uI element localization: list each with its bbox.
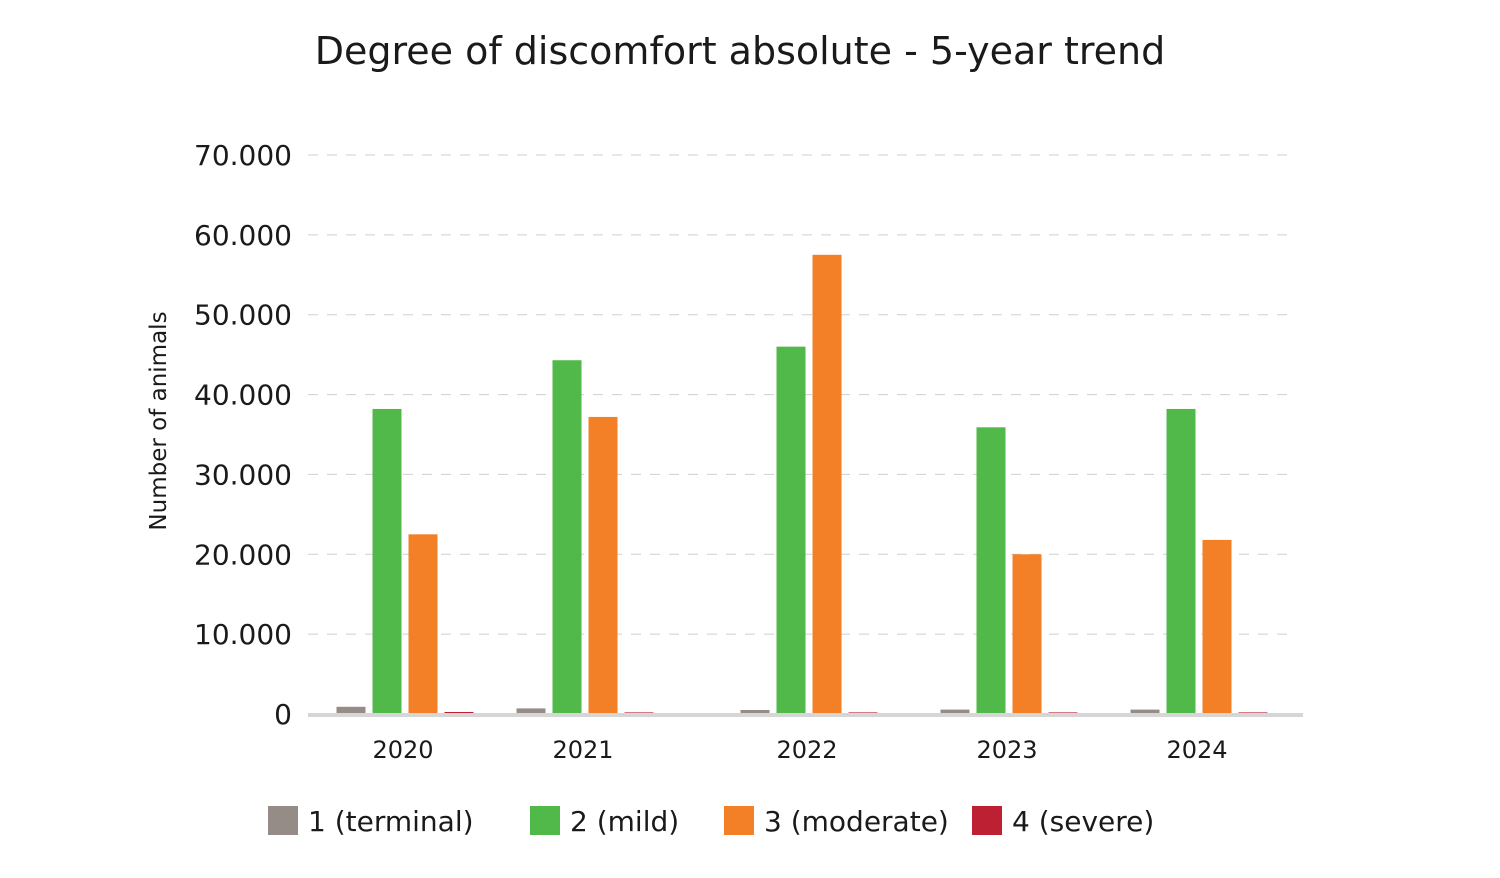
y-tick-label: 70.000 <box>194 139 292 172</box>
chart-title: Degree of discomfort absolute - 5-year t… <box>315 29 1166 73</box>
y-tick-label: 50.000 <box>194 299 292 332</box>
bar-2024-series-3 <box>1202 539 1232 714</box>
y-tick-label: 30.000 <box>194 458 292 491</box>
x-tick-label: 2021 <box>552 736 613 764</box>
bar-2024-series-2 <box>1166 408 1196 714</box>
bars <box>336 254 1268 715</box>
legend-label: 2 (mild) <box>570 805 679 838</box>
y-tick-label: 10.000 <box>194 618 292 651</box>
legend-swatch <box>724 806 754 835</box>
bar-2023-series-1 <box>940 709 970 714</box>
y-tick-label: 60.000 <box>194 219 292 252</box>
bar-2023-series-2 <box>976 427 1006 714</box>
y-axis-ticks: 0 10.000 20.000 30.000 40.000 50.000 60.000 70.… <box>194 139 292 731</box>
legend-label: 4 (severe) <box>1012 805 1154 838</box>
y-tick-label: 0 <box>274 698 292 731</box>
x-tick-label: 2024 <box>1166 736 1227 764</box>
legend-swatch <box>972 806 1002 835</box>
bar-2024-series-1 <box>1130 709 1160 714</box>
bar-2021-series-3 <box>588 416 618 714</box>
bar-2022-series-1 <box>740 710 770 714</box>
x-axis-ticks: 2020 2021 2022 2023 2024 <box>372 736 1227 764</box>
bar-2021-series-1 <box>516 708 546 714</box>
bar-2021-series-2 <box>552 360 582 714</box>
x-tick-label: 2020 <box>372 736 433 764</box>
legend-swatch <box>268 806 298 835</box>
bar-2020-series-3 <box>408 534 438 714</box>
x-axis-line <box>308 713 1303 717</box>
bar-2022-series-2 <box>776 346 806 714</box>
y-tick-label: 40.000 <box>194 379 292 412</box>
x-tick-label: 2022 <box>776 736 837 764</box>
gridlines <box>308 154 1295 635</box>
bar-2020-series-1 <box>336 706 366 714</box>
legend-label: 3 (moderate) <box>764 805 949 838</box>
legend-swatch <box>530 806 560 835</box>
bar-2020-series-2 <box>372 408 402 714</box>
y-tick-label: 20.000 <box>194 538 292 571</box>
legend: 1 (terminal) 2 (mild) 3 (moderate) 4 (sever… <box>268 805 1154 838</box>
bar-2022-series-3 <box>812 254 842 715</box>
x-tick-label: 2023 <box>976 736 1037 764</box>
legend-label: 1 (terminal) <box>308 805 474 838</box>
bar-2023-series-3 <box>1012 554 1042 714</box>
y-axis-label: Number of animals <box>146 311 172 530</box>
